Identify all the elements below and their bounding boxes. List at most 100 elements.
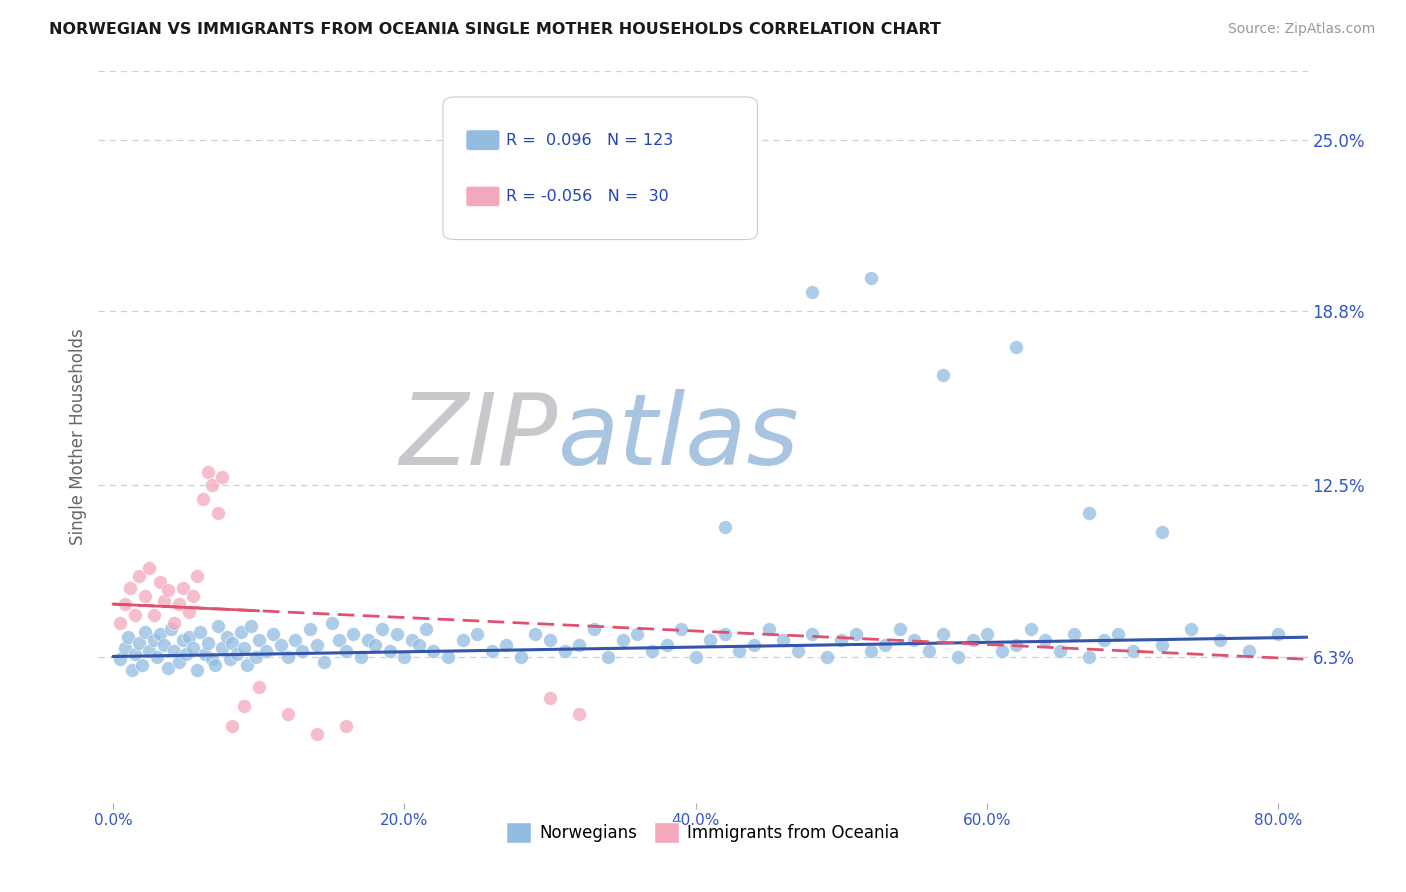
Point bbox=[231, 624, 253, 639]
Point bbox=[163, 616, 186, 631]
Point bbox=[134, 589, 156, 603]
Point bbox=[181, 641, 204, 656]
Point bbox=[495, 639, 517, 653]
Point bbox=[131, 657, 153, 672]
Point bbox=[1107, 627, 1129, 641]
Point bbox=[465, 627, 488, 641]
Point bbox=[859, 644, 882, 658]
Point bbox=[240, 619, 263, 633]
Point bbox=[1092, 632, 1115, 647]
Point bbox=[626, 627, 648, 641]
Point bbox=[236, 657, 259, 672]
Point bbox=[204, 657, 226, 672]
Point bbox=[1239, 644, 1261, 658]
Point bbox=[758, 622, 780, 636]
Point bbox=[385, 627, 408, 641]
Point bbox=[124, 647, 146, 661]
Point bbox=[221, 718, 243, 732]
Point bbox=[254, 644, 277, 658]
Point bbox=[1150, 639, 1173, 653]
Point bbox=[134, 624, 156, 639]
Point bbox=[918, 644, 941, 658]
Point bbox=[245, 649, 267, 664]
Point bbox=[291, 644, 314, 658]
Point bbox=[1078, 649, 1101, 664]
Point bbox=[946, 649, 969, 664]
Point bbox=[120, 581, 142, 595]
Point bbox=[371, 622, 394, 636]
Point bbox=[321, 616, 343, 631]
Point bbox=[830, 632, 852, 647]
Point bbox=[167, 655, 190, 669]
Point bbox=[1033, 632, 1056, 647]
Point bbox=[277, 649, 299, 664]
Point bbox=[149, 627, 172, 641]
Point bbox=[685, 649, 707, 664]
Point bbox=[568, 639, 591, 653]
Point bbox=[786, 644, 808, 658]
Legend: Norwegians, Immigrants from Oceania: Norwegians, Immigrants from Oceania bbox=[499, 815, 907, 849]
Point bbox=[845, 627, 868, 641]
Point bbox=[801, 285, 824, 300]
Point bbox=[357, 632, 380, 647]
Point bbox=[110, 616, 132, 631]
Point bbox=[408, 639, 430, 653]
Point bbox=[201, 478, 224, 492]
Point bbox=[193, 492, 215, 507]
Point bbox=[1078, 506, 1101, 520]
Point bbox=[394, 649, 416, 664]
Point bbox=[932, 627, 955, 641]
Point bbox=[221, 636, 243, 650]
Y-axis label: Single Mother Households: Single Mother Households bbox=[69, 329, 87, 545]
Point bbox=[186, 569, 208, 583]
Point bbox=[1049, 644, 1071, 658]
Point bbox=[314, 655, 336, 669]
Point bbox=[174, 647, 197, 661]
Point bbox=[160, 622, 183, 636]
Point bbox=[305, 727, 328, 741]
Point bbox=[714, 627, 737, 641]
Point bbox=[1019, 622, 1042, 636]
Point bbox=[157, 583, 180, 598]
Point bbox=[194, 647, 217, 661]
Point bbox=[215, 630, 238, 644]
Point bbox=[1150, 525, 1173, 540]
Point bbox=[582, 622, 605, 636]
Point bbox=[233, 641, 256, 656]
Point bbox=[554, 644, 576, 658]
Point bbox=[328, 632, 350, 647]
Point bbox=[598, 649, 620, 664]
Point bbox=[270, 639, 292, 653]
Point bbox=[889, 622, 911, 636]
Point bbox=[481, 644, 503, 658]
Point bbox=[859, 271, 882, 285]
Point bbox=[509, 649, 531, 664]
Point bbox=[437, 649, 460, 664]
Point bbox=[742, 639, 765, 653]
Text: R = -0.056   N =  30: R = -0.056 N = 30 bbox=[506, 189, 669, 204]
Point bbox=[114, 641, 136, 656]
Point bbox=[172, 632, 194, 647]
Point bbox=[1267, 627, 1289, 641]
Point bbox=[117, 630, 139, 644]
Text: Source: ZipAtlas.com: Source: ZipAtlas.com bbox=[1227, 22, 1375, 37]
FancyBboxPatch shape bbox=[465, 186, 501, 207]
Point bbox=[1063, 627, 1085, 641]
Point bbox=[142, 608, 165, 623]
Point bbox=[641, 644, 664, 658]
Point bbox=[415, 622, 437, 636]
Point bbox=[1209, 632, 1232, 647]
Point bbox=[524, 627, 547, 641]
Text: atlas: atlas bbox=[558, 389, 800, 485]
Point bbox=[298, 622, 321, 636]
Point bbox=[350, 649, 373, 664]
Point bbox=[335, 718, 357, 732]
Point bbox=[186, 663, 208, 677]
Point bbox=[262, 627, 284, 641]
Point bbox=[335, 644, 357, 658]
Point bbox=[207, 506, 229, 520]
Point bbox=[815, 649, 838, 664]
Point bbox=[976, 627, 998, 641]
Point bbox=[401, 632, 423, 647]
FancyBboxPatch shape bbox=[465, 130, 501, 151]
